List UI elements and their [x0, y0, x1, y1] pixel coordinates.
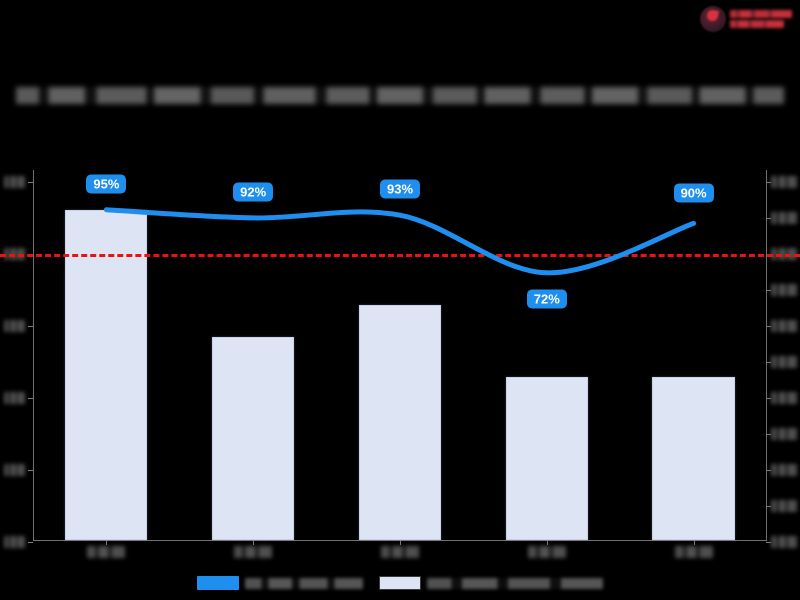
right-tick-10	[766, 542, 771, 543]
x-tick-2	[400, 540, 401, 545]
plot-area	[28, 170, 771, 545]
bar-2[interactable]	[212, 337, 295, 540]
right-tick-5	[766, 362, 771, 363]
data-label-3: 93%	[379, 179, 421, 199]
right-tick-label-10	[771, 536, 797, 548]
logo-wordmark	[730, 10, 792, 28]
x-category-label-4	[674, 546, 713, 558]
right-tick-3	[766, 290, 771, 291]
x-category-label-0	[87, 546, 126, 558]
legend-label-bar	[427, 577, 603, 589]
left-tick-label-3	[4, 392, 25, 404]
legend-item-bar[interactable]	[379, 576, 603, 590]
chart-title	[16, 80, 784, 110]
logo-text-line-1	[730, 10, 792, 18]
right-tick-label-8	[771, 464, 797, 476]
left-tick-0	[28, 182, 33, 183]
left-tick-label-5	[4, 536, 25, 548]
right-tick-label-3	[771, 284, 797, 296]
bar-3[interactable]	[358, 305, 442, 540]
right-tick-label-6	[771, 392, 797, 404]
right-tick-9	[766, 506, 771, 507]
company-logo	[700, 4, 796, 34]
right-tick-8	[766, 470, 771, 471]
bar-4[interactable]	[505, 377, 588, 540]
bar-5[interactable]	[652, 377, 735, 540]
legend-label-line	[245, 577, 363, 589]
left-tick-5	[28, 542, 33, 543]
x-tick-4	[693, 540, 695, 545]
right-tick-6	[766, 398, 771, 399]
left-tick-label-4	[4, 464, 25, 476]
bar-1[interactable]	[65, 210, 148, 540]
data-label-2: 92%	[233, 182, 274, 202]
right-tick-label-4	[771, 320, 797, 332]
data-label-4: 72%	[526, 289, 567, 309]
logo-text-line-2	[730, 20, 784, 28]
target-reference-line	[0, 254, 800, 257]
x-tick-0	[106, 540, 108, 545]
left-tick-3	[28, 398, 33, 399]
line-series-path	[103, 207, 697, 276]
chart-legend	[0, 570, 800, 596]
right-tick-1	[766, 218, 771, 219]
logo-mark-icon	[700, 6, 726, 32]
right-tick-label-7	[771, 428, 797, 440]
data-label-1: 95%	[86, 174, 127, 194]
right-axis-line	[766, 170, 767, 540]
legend-item-line[interactable]	[197, 576, 363, 590]
right-tick-label-9	[771, 500, 797, 512]
right-tick-0	[766, 182, 771, 183]
data-label-5: 90%	[673, 183, 714, 203]
left-tick-2	[28, 326, 33, 327]
right-tick-7	[766, 434, 771, 435]
x-tick-1	[253, 540, 255, 545]
left-tick-label-2	[4, 320, 25, 332]
x-category-label-1	[234, 546, 273, 558]
left-axis-line	[33, 170, 34, 540]
legend-swatch-line	[197, 576, 239, 590]
right-tick-label-1	[771, 212, 797, 224]
right-tick-4	[766, 326, 771, 327]
chart-title-redacted-text	[16, 86, 784, 104]
left-tick-label-0	[4, 176, 25, 188]
right-tick-label-0	[771, 176, 797, 188]
legend-swatch-bar	[379, 576, 421, 590]
x-tick-3	[546, 540, 548, 545]
x-category-label-3	[527, 546, 566, 558]
left-tick-4	[28, 470, 33, 471]
x-category-label-2	[381, 546, 419, 558]
right-tick-label-5	[771, 356, 797, 368]
